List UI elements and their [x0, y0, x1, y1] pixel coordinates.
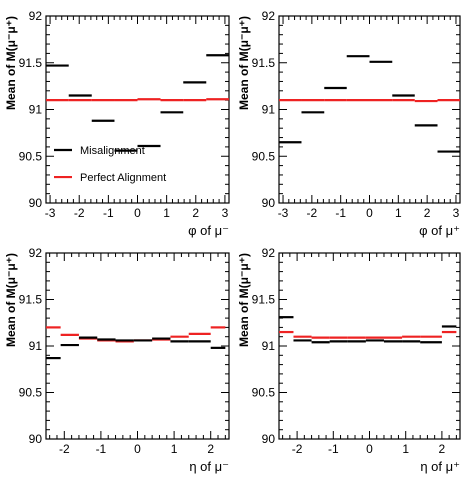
x-tick-label: -1 — [335, 206, 346, 220]
legend-label: Perfect Alignment — [80, 172, 166, 184]
x-tick-label: 2 — [439, 442, 446, 456]
y-tick-label: 90 — [262, 196, 276, 210]
x-axis-label: φ of μ⁻ — [188, 223, 229, 238]
y-tick-label: 91.5 — [19, 293, 43, 307]
plot-frame — [278, 15, 461, 204]
x-tick-label: 1 — [163, 206, 170, 220]
y-tick-label: 92 — [29, 246, 43, 260]
x-tick-label: -2 — [59, 442, 70, 456]
panel-3: 90 90.5 91 91.5 92 -2 -1 0 1 2 η of μ⁻ Mean of M(μ⁻… — [4, 246, 230, 474]
x-axis-label: φ of μ⁺ — [419, 223, 460, 238]
x-tick-label: -3 — [278, 206, 289, 220]
y-tick-label: 90 — [262, 432, 276, 446]
y-tick-label: 92 — [262, 246, 276, 260]
x-tick-label: 1 — [395, 206, 402, 220]
y-tick-label: 90 — [29, 432, 43, 446]
y-tick-label: 91.5 — [252, 56, 276, 70]
y-tick-label: 90.5 — [19, 386, 43, 400]
x-tick-label: 0 — [134, 442, 141, 456]
x-tick-label: 2 — [424, 206, 431, 220]
y-tick-label: 91.5 — [19, 56, 43, 70]
x-tick-label: -3 — [45, 206, 56, 220]
panel-4: 90 90.5 91 91.5 92 -2 -1 0 1 2 η of μ⁺ Mean of M(μ⁻… — [237, 246, 461, 474]
x-tick-label: 2 — [207, 442, 214, 456]
y-tick-label: 90 — [29, 196, 43, 210]
x-tick-label: 1 — [402, 442, 409, 456]
panel-2: 90 90.5 91 91.5 92 -3 -2 -1 0 1 2 3 φ of μ⁺ Mean of M… — [237, 9, 461, 238]
y-tick-label: 91 — [262, 103, 276, 117]
legend-label: Misalignment — [80, 145, 145, 157]
x-tick-label: -1 — [328, 442, 339, 456]
y-tick-label: 91.5 — [252, 293, 276, 307]
y-tick-label: 90.5 — [19, 149, 43, 163]
x-axis-label: η of μ⁻ — [189, 459, 229, 474]
x-axis-label: η of μ⁺ — [420, 459, 460, 474]
x-tick-label: 1 — [171, 442, 178, 456]
x-tick-label: -2 — [74, 206, 85, 220]
x-tick-label: 3 — [222, 206, 229, 220]
x-tick-label: -1 — [103, 206, 114, 220]
y-tick-label: 91 — [29, 103, 43, 117]
y-tick-label: 90.5 — [252, 149, 276, 163]
x-tick-label: -2 — [292, 442, 303, 456]
y-tick-label: 92 — [29, 9, 43, 23]
y-tick-label: 92 — [262, 9, 276, 23]
x-tick-label: -1 — [96, 442, 107, 456]
panel-1: 90 90.5 91 91.5 92 -3 -2 -1 0 1 2 3 φ of μ⁻ Mean of M… — [4, 9, 230, 238]
x-tick-label: 3 — [453, 206, 460, 220]
y-axis-label: Mean of M(μ⁻μ⁺) — [237, 16, 251, 110]
x-tick-label: -2 — [307, 206, 318, 220]
y-axis-label: Mean of M(μ⁻μ⁺) — [4, 253, 18, 347]
y-tick-label: 91 — [29, 339, 43, 353]
y-tick-label: 91 — [262, 339, 276, 353]
legend: Misalignment Perfect Alignment — [54, 145, 166, 184]
plot-frame — [278, 252, 461, 440]
y-axis-label: Mean of M(μ⁻μ⁺) — [4, 16, 18, 110]
x-tick-label: 0 — [134, 206, 141, 220]
x-tick-label: 0 — [366, 442, 373, 456]
y-axis-label: Mean of M(μ⁻μ⁺) — [237, 253, 251, 347]
x-tick-label: 2 — [192, 206, 199, 220]
y-tick-label: 90.5 — [252, 386, 276, 400]
x-tick-label: 0 — [366, 206, 373, 220]
